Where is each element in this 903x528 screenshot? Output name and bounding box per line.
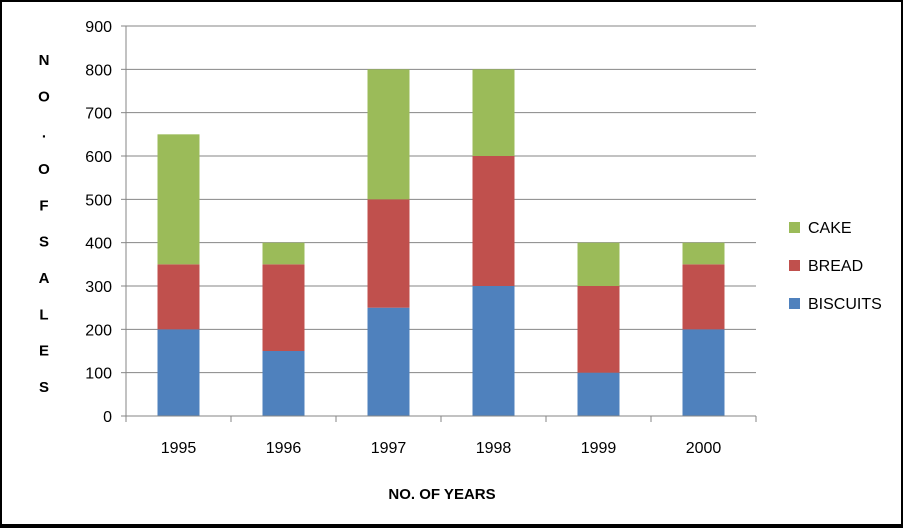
legend-label-bread: BREAD: [808, 258, 863, 275]
x-tick-label: 1997: [371, 440, 407, 457]
bar-bread-1995: [157, 264, 200, 330]
bar-biscuits-1998: [472, 286, 515, 416]
x-tick-label: 1999: [581, 440, 617, 457]
legend-label-cake: CAKE: [808, 220, 852, 237]
legend-label-biscuits: BISCUITS: [808, 296, 882, 313]
y-axis-title-char: S: [39, 234, 49, 251]
axes: [125, 26, 757, 422]
y-axis-title-char: .: [42, 125, 46, 142]
bar-biscuits-1995: [157, 329, 200, 416]
x-tick-label: 1995: [161, 440, 197, 457]
y-tick-label: 100: [85, 366, 112, 383]
bar-biscuits-2000: [682, 329, 725, 416]
bar-cake-1996: [262, 242, 305, 265]
bar-biscuits-1999: [577, 372, 620, 416]
bar-biscuits-1997: [367, 307, 410, 416]
legend-swatch-cake: [789, 222, 800, 233]
legend-swatch-biscuits: [789, 298, 800, 309]
y-tick-label: 0: [103, 409, 112, 426]
y-tick-label: 300: [85, 279, 112, 296]
bar-bread-2000: [682, 264, 725, 330]
bars: [157, 69, 725, 416]
y-axis-title-char: S: [39, 379, 49, 396]
bar-bread-1999: [577, 286, 620, 373]
y-axis-title-char: L: [39, 306, 48, 323]
bar-cake-1998: [472, 69, 515, 156]
x-tick-labels: 1995 1996 1997 1998 1999 2000: [161, 440, 722, 457]
y-tick-label: 200: [85, 322, 112, 339]
bar-cake-2000: [682, 242, 725, 265]
bar-cake-1995: [157, 134, 200, 265]
bar-cake-1999: [577, 242, 620, 286]
x-axis-title: NO. OF YEARS: [388, 486, 495, 503]
y-axis-title-char: A: [39, 270, 50, 287]
y-axis-title-char: O: [38, 161, 50, 178]
y-tick-label: 900: [85, 19, 112, 36]
y-tick-labels: 0 100 200 300 400 500 600 700 800 900: [85, 19, 112, 426]
gridlines: [121, 25, 756, 417]
y-tick-label: 400: [85, 236, 112, 253]
y-tick-label: 500: [85, 192, 112, 209]
x-tick-label: 1996: [266, 440, 302, 457]
y-axis-title-char: O: [38, 88, 50, 105]
y-tick-label: 700: [85, 106, 112, 123]
x-tick-label: 2000: [686, 440, 722, 457]
legend-swatch-bread: [789, 260, 800, 271]
y-axis-title-char: N: [39, 52, 50, 69]
bar-bread-1998: [472, 156, 515, 286]
bar-cake-1997: [367, 69, 410, 200]
bar-bread-1996: [262, 264, 305, 351]
y-tick-label: 600: [85, 149, 112, 166]
y-axis-title-char: F: [39, 197, 48, 214]
y-axis-title-char: E: [39, 343, 49, 360]
y-tick-label: 800: [85, 62, 112, 79]
x-tick-label: 1998: [476, 440, 512, 457]
y-axis-title: N O. O F S A L E S: [38, 52, 50, 396]
bar-bread-1997: [367, 199, 410, 308]
legend: CAKE BREAD BISCUITS: [789, 220, 882, 313]
bar-biscuits-1996: [262, 351, 305, 416]
